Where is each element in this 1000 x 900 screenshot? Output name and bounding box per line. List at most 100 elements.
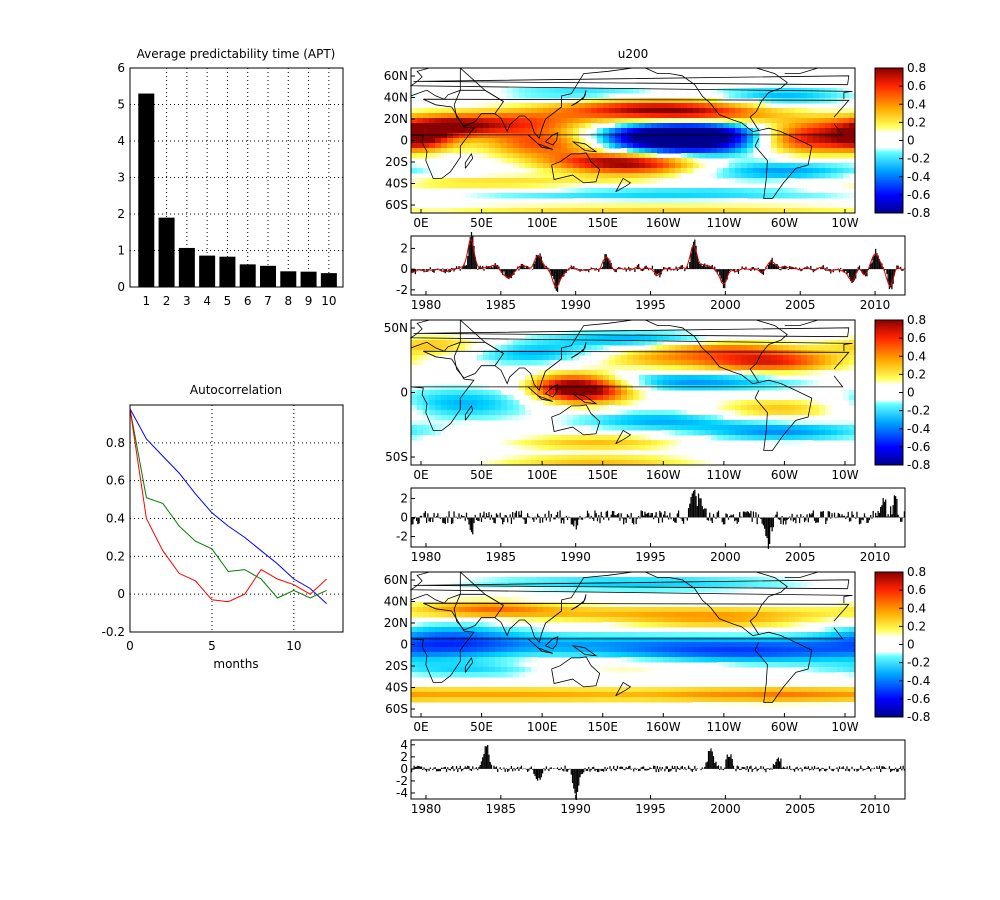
map-cell	[609, 153, 616, 159]
map-cell	[417, 350, 424, 356]
map-cell	[819, 360, 826, 366]
timeseries-bar	[875, 248, 877, 270]
map-cell	[765, 365, 772, 371]
map-cell	[603, 617, 610, 623]
map-cell	[495, 415, 502, 421]
timeseries-bar	[588, 269, 590, 273]
map-cell	[723, 405, 730, 411]
map-cell	[513, 143, 520, 149]
map-cell	[525, 153, 532, 159]
map-cell	[699, 128, 706, 134]
map-cell	[783, 173, 790, 179]
map-cell	[669, 642, 676, 648]
map-cell	[819, 667, 826, 673]
map-cell	[447, 667, 454, 673]
map-cell	[819, 405, 826, 411]
map-cell	[411, 163, 418, 169]
map-cell	[615, 632, 622, 638]
map-cell	[609, 440, 616, 446]
timeseries-bar	[812, 510, 814, 518]
map-cell	[675, 148, 682, 154]
map-cell	[747, 385, 754, 391]
map-cell	[735, 123, 742, 129]
map-cell	[549, 435, 556, 441]
map-cell	[735, 138, 742, 144]
map-cell	[633, 647, 640, 653]
map-cell	[447, 622, 454, 628]
map-cell	[705, 652, 712, 658]
map-cell	[771, 657, 778, 663]
map-cell	[771, 370, 778, 376]
map-cell	[807, 687, 814, 693]
map-cell	[759, 405, 766, 411]
map-cell	[639, 355, 646, 361]
map-cell	[531, 385, 538, 391]
map-cell	[597, 612, 604, 618]
map-cell	[465, 395, 472, 401]
map-cell	[501, 208, 508, 214]
map-cell	[525, 385, 532, 391]
map-cell	[609, 163, 616, 169]
timeseries-bar	[845, 269, 847, 272]
map-cell	[777, 203, 784, 209]
map-cell	[621, 153, 628, 159]
map-cell	[573, 138, 580, 144]
timeseries-bar	[595, 513, 597, 518]
map-cell	[573, 113, 580, 119]
map-cell	[777, 405, 784, 411]
map-cell	[477, 662, 484, 668]
map-cell	[561, 385, 568, 391]
map-cell	[651, 637, 658, 643]
timeseries-bar	[644, 511, 646, 518]
map-cell	[519, 168, 526, 174]
map-cell	[651, 345, 658, 351]
map-cell	[801, 168, 808, 174]
map-cell	[513, 138, 520, 144]
map-cell	[567, 335, 574, 341]
timeseries-bar	[494, 517, 496, 524]
map-cell	[489, 632, 496, 638]
map-cell	[459, 208, 466, 214]
map-cell	[477, 133, 484, 139]
map-cell	[729, 420, 736, 426]
timeseries-bar	[554, 269, 556, 289]
map-cell	[477, 178, 484, 184]
map-cell	[711, 617, 718, 623]
map-cell	[579, 83, 586, 89]
map-cell	[801, 108, 808, 114]
apt-ytick-label: 0	[117, 280, 125, 294]
map-cell	[747, 143, 754, 149]
map-cell	[765, 405, 772, 411]
coastline	[459, 319, 634, 392]
map-cell	[747, 405, 754, 411]
map-cell	[687, 128, 694, 134]
map-cell	[765, 123, 772, 129]
map-cell	[435, 697, 442, 703]
map-cell	[585, 113, 592, 119]
map-cell	[429, 697, 436, 703]
map-cell	[615, 425, 622, 431]
map-cell	[639, 198, 646, 204]
map-cell	[711, 133, 718, 139]
map-cell	[579, 340, 586, 346]
map-cell	[681, 355, 688, 361]
map-cell	[453, 340, 460, 346]
timeseries-bar	[445, 516, 448, 518]
map-cell	[753, 697, 760, 703]
timeseries-bar	[847, 511, 849, 518]
timeseries-bar	[445, 269, 448, 272]
map-cell	[417, 400, 424, 406]
map-cell	[783, 153, 790, 159]
map-cell	[495, 123, 502, 129]
map-cell	[723, 153, 730, 159]
map-cell	[549, 143, 556, 149]
map-cell	[609, 652, 616, 658]
map-cell	[687, 345, 694, 351]
timeseries-bar	[439, 517, 441, 519]
map-cell	[489, 128, 496, 134]
map-cell	[639, 340, 646, 346]
map-cell	[729, 178, 736, 184]
map-cell	[753, 345, 760, 351]
map-ytick-label: 0	[400, 134, 408, 148]
map-cell	[747, 612, 754, 618]
